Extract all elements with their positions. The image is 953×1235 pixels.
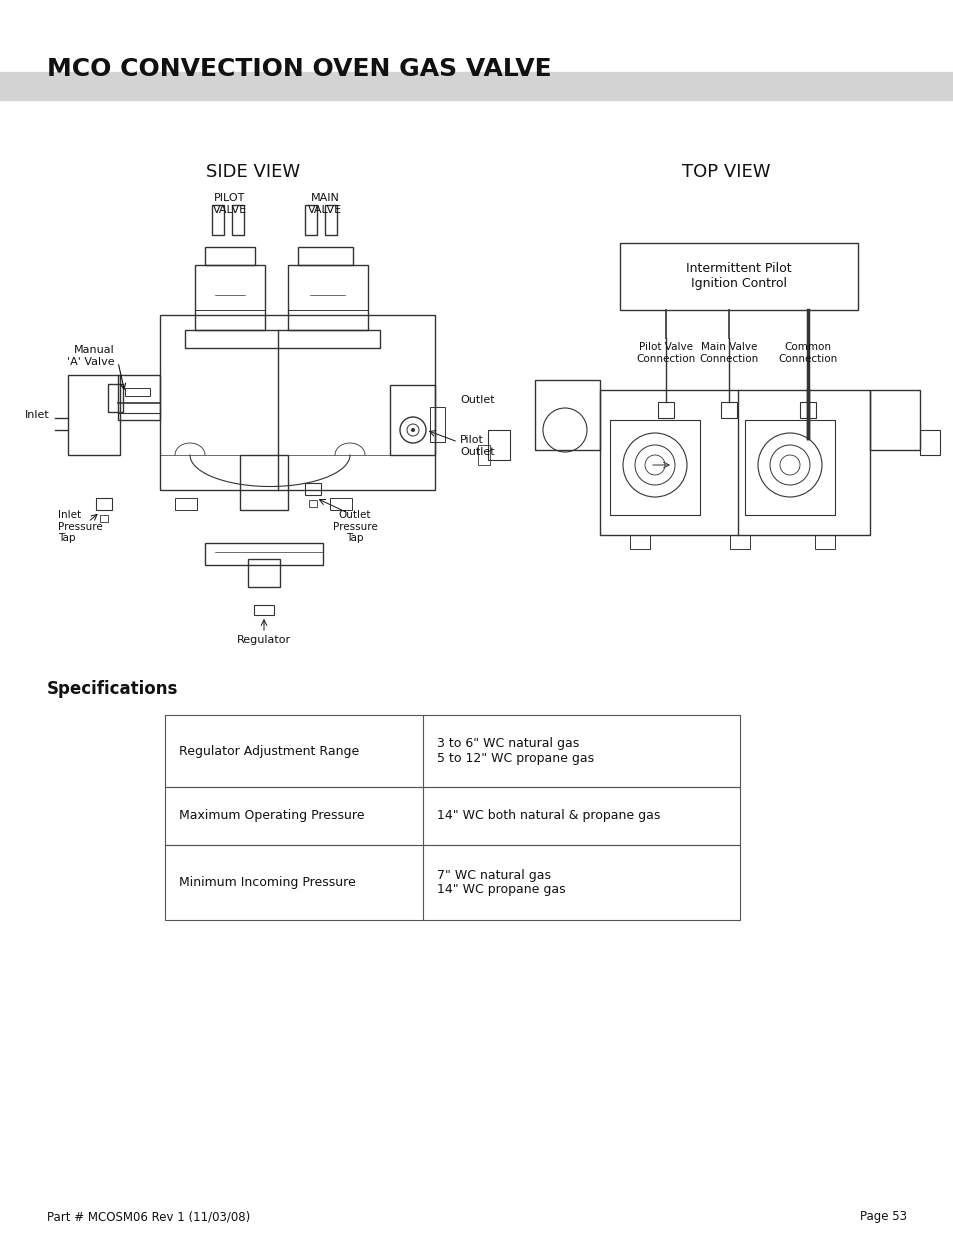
Bar	[297, 247, 353, 266]
Text: Main Valve
Connection: Main Valve Connection	[699, 342, 758, 363]
Bar	[390, 385, 435, 454]
Bar	[800, 403, 815, 417]
Bar	[919, 430, 939, 454]
Text: Pilot Valve
Connection: Pilot Valve Connection	[636, 342, 695, 363]
Bar	[240, 454, 288, 510]
Text: Intermittent Pilot
Ignition Control: Intermittent Pilot Ignition Control	[685, 263, 791, 290]
Text: 3 to 6" WC natural gas
5 to 12" WC propane gas: 3 to 6" WC natural gas 5 to 12" WC propa…	[436, 737, 594, 764]
Text: Part # MCOSM06 Rev 1 (11/03/08): Part # MCOSM06 Rev 1 (11/03/08)	[47, 1210, 250, 1223]
Bar	[96, 498, 112, 510]
Bar	[599, 390, 869, 535]
Bar	[165, 845, 740, 920]
Bar	[253, 605, 274, 615]
Bar	[729, 535, 749, 550]
Bar	[288, 266, 368, 330]
Bar	[430, 408, 444, 442]
Bar	[165, 787, 740, 845]
Bar	[185, 330, 379, 348]
Bar	[248, 559, 280, 587]
Bar	[160, 315, 435, 490]
Text: Minimum Incoming Pressure: Minimum Incoming Pressure	[179, 876, 355, 889]
Bar	[174, 498, 196, 510]
Bar	[330, 498, 352, 510]
Text: Outlet
Pressure
Tap: Outlet Pressure Tap	[333, 510, 377, 543]
Bar	[814, 535, 834, 550]
Bar	[305, 205, 316, 235]
Bar	[658, 403, 673, 417]
Bar	[205, 543, 323, 564]
Bar	[108, 384, 123, 412]
Text: Regulator: Regulator	[236, 635, 291, 645]
Text: 14" WC both natural & propane gas: 14" WC both natural & propane gas	[436, 809, 659, 823]
Text: 7" WC natural gas
14" WC propane gas: 7" WC natural gas 14" WC propane gas	[436, 868, 565, 897]
Bar	[535, 380, 599, 450]
Bar	[118, 375, 160, 420]
Bar	[488, 430, 510, 459]
Text: MAIN
VALVE: MAIN VALVE	[308, 193, 342, 215]
Text: MCO CONVECTION OVEN GAS VALVE: MCO CONVECTION OVEN GAS VALVE	[47, 57, 551, 82]
Bar	[720, 403, 737, 417]
Text: Inlet
Pressure
Tap: Inlet Pressure Tap	[58, 510, 103, 543]
Bar	[619, 243, 857, 310]
Bar	[0, 72, 953, 100]
Bar	[100, 515, 108, 522]
Bar	[68, 375, 120, 454]
Text: SIDE VIEW: SIDE VIEW	[206, 163, 300, 182]
Bar	[744, 420, 834, 515]
Text: TOP VIEW: TOP VIEW	[681, 163, 769, 182]
Bar	[305, 483, 320, 495]
Text: Page 53: Page 53	[859, 1210, 906, 1223]
Text: Regulator Adjustment Range: Regulator Adjustment Range	[179, 745, 359, 757]
Text: Inlet: Inlet	[25, 410, 50, 420]
Text: Pilot
Outlet: Pilot Outlet	[459, 435, 494, 457]
Text: Maximum Operating Pressure: Maximum Operating Pressure	[179, 809, 364, 823]
Bar	[125, 388, 150, 396]
Circle shape	[411, 429, 415, 432]
Bar	[232, 205, 244, 235]
Bar	[212, 205, 224, 235]
Bar	[477, 445, 490, 466]
Text: Outlet: Outlet	[459, 395, 494, 405]
Text: Manual
'A' Valve: Manual 'A' Valve	[68, 345, 115, 367]
Bar	[325, 205, 336, 235]
Bar	[194, 266, 265, 330]
Text: PILOT
VALVE: PILOT VALVE	[213, 193, 247, 215]
Text: Specifications: Specifications	[47, 680, 178, 698]
Bar	[205, 247, 254, 266]
Bar	[165, 715, 740, 787]
Bar	[309, 500, 316, 508]
Bar	[629, 535, 649, 550]
Text: Common
Connection: Common Connection	[778, 342, 837, 363]
Bar	[609, 420, 700, 515]
Bar	[869, 390, 919, 450]
